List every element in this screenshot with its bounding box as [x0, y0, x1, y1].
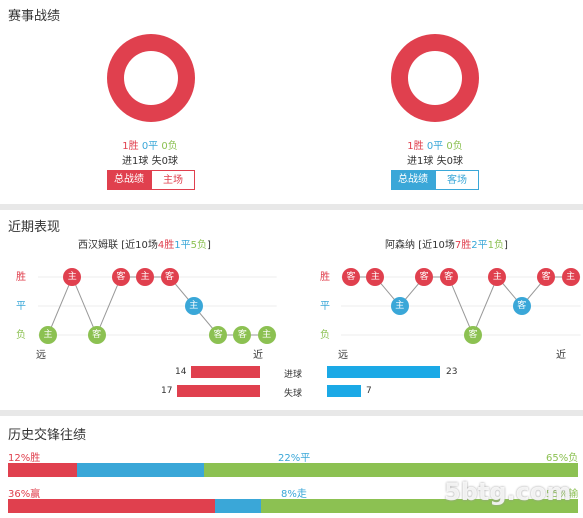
right-far-label: 远	[338, 350, 348, 361]
form-result-dot: 客	[512, 297, 531, 315]
left-near-label: 近	[253, 350, 263, 361]
left-record-donut	[107, 34, 195, 122]
right-away-button[interactable]: 客场	[435, 170, 479, 190]
form-result-dot: 客	[160, 268, 179, 286]
h2h-row1-loss-bar	[203, 463, 578, 477]
h2h-panel: 历史交锋往绩 12%胜 22%平 65%负 36%赢 8%走 55%输 5btg…	[0, 416, 583, 518]
section-title-recent: 近期表现	[8, 220, 61, 235]
form-result-dot: 主	[136, 268, 155, 286]
form-result-dot: 主	[257, 326, 276, 344]
h2h-row2-win-label: 36%赢	[8, 489, 41, 500]
right-record-goals: 进1球 失0球	[407, 156, 463, 167]
section-title-record: 赛事战绩	[8, 9, 61, 24]
right-axis-win: 胜	[320, 272, 330, 283]
right-axis-draw: 平	[320, 301, 330, 312]
form-result-dot: 客	[537, 268, 556, 286]
left-total-button[interactable]: 总战绩	[107, 170, 151, 190]
form-result-dot: 主	[488, 268, 507, 286]
right-loss: 0负	[446, 141, 463, 152]
form-result-dot: 主	[561, 268, 580, 286]
left-axis-loss: 负	[16, 330, 26, 341]
left-axis-draw: 平	[16, 301, 26, 312]
left-axis-win: 胜	[16, 272, 26, 283]
left-team-name: 西汉姆联	[78, 240, 118, 251]
recent-panel: 近期表现 西汉姆联 [近10场4胜1平5负] 阿森纳 [近10场7胜2平1负] …	[0, 210, 583, 410]
form-result-dot: 客	[111, 268, 130, 286]
right-form-lines	[341, 276, 581, 337]
right-axis-loss: 负	[320, 330, 330, 341]
form-line	[47, 275, 267, 337]
form-line	[351, 276, 571, 337]
right-total-button[interactable]: 总战绩	[391, 170, 435, 190]
record-panel: 赛事战绩 1胜 0平 0负 进1球 失0球 总战绩 主场 1胜 0平 0负 进1…	[0, 0, 583, 204]
right-goals-value: 23	[446, 367, 458, 377]
h2h-row2-draw-label: 8%走	[281, 489, 307, 500]
left-conceded-value: 17	[161, 386, 173, 396]
right-record-donut	[391, 34, 479, 122]
form-result-dot: 客	[87, 326, 106, 344]
form-result-dot: 主	[39, 326, 57, 344]
right-win: 1胜	[407, 141, 424, 152]
h2h-row2-win-bar	[8, 499, 216, 513]
h2h-row1-draw-label: 22%平	[278, 453, 311, 464]
form-result-dot: 客	[233, 326, 252, 344]
h2h-row1-win-label: 12%胜	[8, 453, 41, 464]
form-result-dot: 主	[390, 297, 409, 315]
form-result-dot: 主	[184, 297, 203, 315]
right-goals-bar	[327, 366, 440, 378]
left-goals-value: 14	[175, 367, 187, 377]
form-result-dot: 客	[415, 268, 434, 286]
h2h-row2-loss-label: 55%输	[546, 489, 579, 500]
h2h-row1-win-bar	[8, 463, 78, 477]
form-result-dot: 客	[464, 326, 482, 344]
form-result-dot: 主	[366, 268, 385, 286]
form-result-dot: 客	[209, 326, 228, 344]
h2h-row2-draw-bar	[215, 499, 262, 513]
h2h-row1-loss-label: 65%负	[546, 453, 579, 464]
left-goals-bar	[191, 366, 260, 378]
left-far-label: 远	[36, 350, 46, 361]
form-result-dot: 主	[63, 268, 82, 286]
form-result-dot: 客	[439, 268, 458, 286]
form-result-dot: 客	[342, 268, 360, 286]
right-record-wdl: 1胜 0平 0负	[395, 137, 475, 152]
right-near-label: 近	[556, 350, 566, 361]
left-draw: 0平	[141, 141, 159, 152]
left-record-wdl: 1胜 0平 0负	[110, 137, 190, 152]
conceded-label: 失球	[284, 389, 303, 399]
right-recent-summary: 阿森纳 [近10场7胜2平1负]	[385, 240, 508, 251]
right-team-name: 阿森纳	[385, 240, 415, 251]
left-recent-summary: 西汉姆联 [近10场4胜1平5负]	[78, 240, 211, 251]
section-title-h2h: 历史交锋往绩	[8, 428, 87, 443]
goals-label: 进球	[284, 370, 303, 380]
left-record-goals: 进1球 失0球	[122, 156, 178, 167]
left-loss: 0负	[161, 141, 178, 152]
left-win: 1胜	[122, 141, 139, 152]
right-conceded-bar	[327, 385, 362, 397]
watermark: 5btg.com	[444, 478, 572, 506]
h2h-row1-draw-bar	[77, 463, 204, 477]
right-draw: 0平	[426, 141, 444, 152]
left-conceded-bar	[176, 385, 260, 397]
right-conceded-value: 7	[366, 386, 372, 396]
h2h-row2-loss-bar	[261, 499, 578, 513]
left-home-button[interactable]: 主场	[151, 170, 195, 190]
